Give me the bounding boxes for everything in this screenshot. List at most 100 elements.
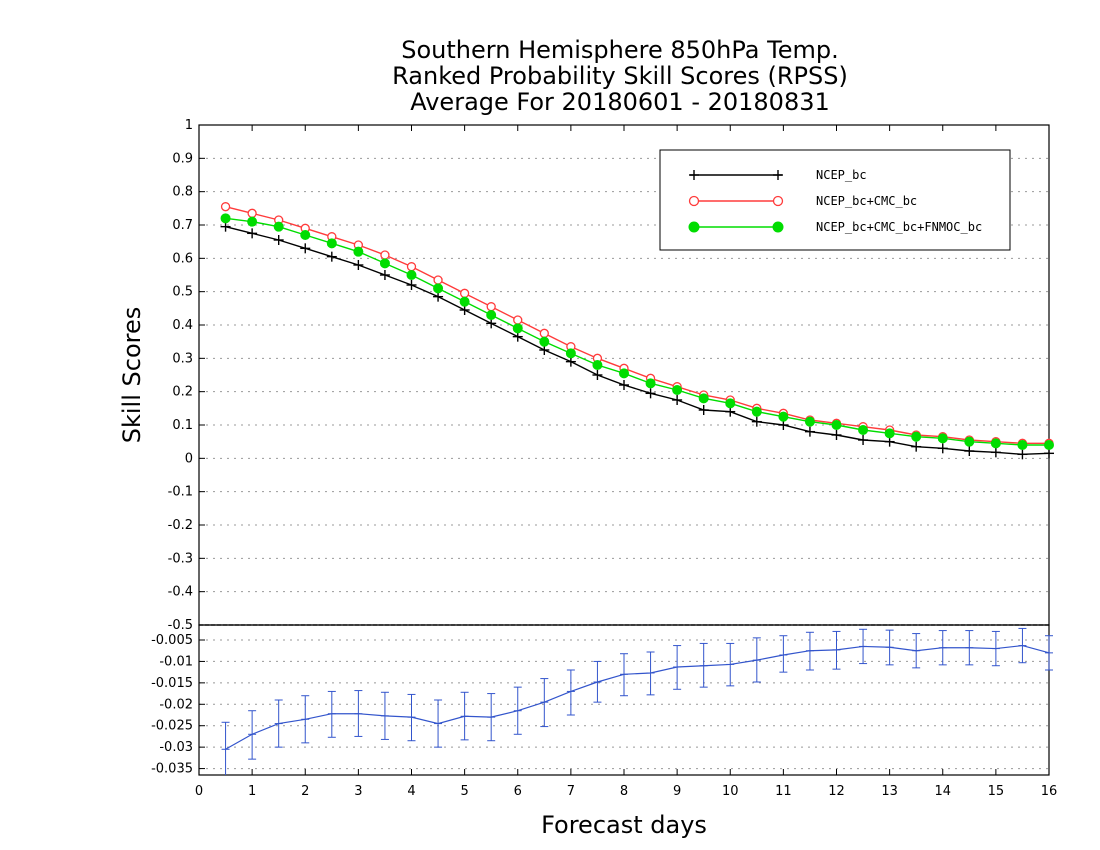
data-point-NCEP_bc [406, 280, 417, 290]
y-tick-label-bottom: -0.035 [151, 762, 193, 777]
error-bar [991, 630, 1000, 667]
x-tick-label: 13 [881, 784, 898, 799]
legend-marker [688, 221, 700, 233]
error-bar [938, 630, 947, 666]
data-point-NCEP_bc+CMC_bc+FNMOC_bc [672, 385, 683, 395]
data-point-NCEP_bc+CMC_bc+FNMOC_bc [990, 438, 1001, 449]
x-tick-label: 15 [988, 784, 1005, 799]
data-point-NCEP_bc [353, 260, 364, 270]
data-point-NCEP_bc+CMC_bc+FNMOC_bc [884, 428, 895, 439]
data-point-NCEP_bc+CMC_bc+FNMOC_bc [592, 360, 603, 370]
data-point-NCEP_bc+CMC_bc+FNMOC_bc [698, 393, 709, 404]
data-point-NCEP_bc+CMC_bc+FNMOC_bc [247, 216, 258, 227]
data-point-NCEP_bc+CMC_bc+FNMOC_bc [858, 425, 869, 435]
data-point-NCEP_bc+CMC_bc+FNMOC_bc [406, 270, 417, 280]
y-tick-label-bottom: -0.02 [159, 697, 193, 712]
data-point-NCEP_bc [247, 228, 258, 239]
y-tick-label: 0.5 [172, 285, 193, 300]
error-bar [832, 630, 841, 670]
error-bar [620, 653, 628, 697]
y-tick-label: 0.4 [172, 318, 193, 333]
x-tick-label: 10 [722, 784, 739, 799]
y-tick-label: 1 [185, 118, 193, 133]
x-tick-label: 0 [195, 784, 203, 799]
legend-box [659, 149, 1011, 251]
x-tick-label: 14 [934, 784, 951, 799]
error-bar [513, 686, 522, 735]
series-line-NCEP_bc [225, 225, 1050, 456]
data-point-NCEP_bc [379, 270, 390, 280]
chart-title-line-2: Ranked Probability Skill Scores (RPSS) [392, 62, 848, 90]
data-point-NCEP_bc+CMC_bc [433, 275, 443, 285]
y-tick-label-bottom: -0.01 [159, 654, 193, 669]
y-tick-label: -0.4 [168, 585, 193, 600]
data-point-NCEP_bc+CMC_bc+FNMOC_bc [911, 431, 922, 442]
error-bar [566, 669, 575, 716]
data-point-NCEP_bc [858, 435, 869, 445]
y-tick-label: 0.1 [172, 418, 193, 433]
error-bar [434, 699, 443, 748]
y-tick-label: -0.1 [168, 485, 193, 500]
error-bar [1018, 627, 1027, 664]
x-tick-label: 7 [567, 784, 575, 799]
data-point-NCEP_bc+CMC_bc+FNMOC_bc [831, 420, 842, 430]
error-bar [646, 651, 655, 696]
bottom-panel: -0.005 -0.01 -0.015 -0.02 -0.025 -0.03 -0.035 -… [151, 618, 1057, 799]
error-bar [1045, 635, 1053, 671]
error-bar [487, 693, 496, 742]
data-point-NCEP_bc+CMC_bc [220, 202, 231, 212]
difference-line [225, 644, 1050, 750]
error-bar [726, 642, 735, 687]
error-bar [354, 690, 363, 737]
legend-label-NCEP_bc+CMC_bc: NCEP_bc+CMC_bc [816, 194, 917, 208]
x-tick-label: 8 [620, 784, 628, 799]
data-point-NCEP_bc+CMC_bc+FNMOC_bc [326, 238, 337, 249]
y-tick-label: 0 [185, 451, 193, 466]
y-tick-label-bottom: -0.03 [159, 740, 193, 755]
error-bar [779, 635, 788, 673]
data-point-NCEP_bc+CMC_bc+FNMOC_bc [565, 348, 576, 359]
x-tick-label: 16 [1041, 784, 1058, 799]
y-tick-label: -0.3 [168, 551, 193, 566]
data-point-NCEP_bc+CMC_bc [459, 288, 470, 298]
error-bar [540, 678, 549, 728]
x-tick-label: 3 [354, 784, 362, 799]
legend-marker [772, 195, 784, 207]
error-bar [673, 645, 682, 690]
data-point-NCEP_bc [937, 443, 948, 454]
x-tick-label: 1 [248, 784, 256, 799]
data-point-NCEP_bc [273, 235, 284, 245]
data-point-NCEP_bc+CMC_bc+FNMOC_bc [751, 406, 762, 417]
x-tick-label: 11 [775, 784, 792, 799]
data-point-NCEP_bc+CMC_bc+FNMOC_bc [937, 433, 948, 444]
y-tick-label: 0.3 [172, 351, 193, 366]
legend-label-NCEP_bc+CMC_bc+FNMOC_bc: NCEP_bc+CMC_bc+FNMOC_bc [816, 220, 982, 234]
data-point-NCEP_bc+CMC_bc+FNMOC_bc [459, 296, 470, 307]
y-tick-label: 0.9 [172, 151, 193, 166]
chart-title: Southern Hemisphere 850hPa Temp. Ranked … [392, 36, 848, 116]
chart-title-line-3: Average For 20180601 - 20180831 [410, 88, 830, 116]
y-tick-label: 0.6 [172, 251, 193, 266]
data-point-NCEP_bc [326, 251, 337, 262]
error-bar [327, 690, 336, 738]
data-point-NCEP_bc [964, 446, 975, 456]
data-point-NCEP_bc [592, 370, 603, 380]
error-bar [407, 693, 416, 742]
y-axis-label: Skill Scores [118, 307, 146, 444]
data-point-NCEP_bc+CMC_bc [406, 262, 417, 272]
error-bar [912, 633, 921, 669]
data-point-NCEP_bc+CMC_bc+FNMOC_bc [1017, 440, 1028, 450]
x-tick-label: 9 [673, 784, 681, 799]
chart-title-line-1: Southern Hemisphere 850hPa Temp. [401, 36, 838, 64]
data-point-NCEP_bc+CMC_bc+FNMOC_bc [486, 310, 497, 320]
legend-marker [772, 221, 784, 233]
error-bar [274, 699, 283, 748]
x-axis-label: Forecast days [541, 811, 707, 839]
error-bar [221, 721, 230, 775]
data-point-NCEP_bc+CMC_bc+FNMOC_bc [539, 336, 550, 347]
legend-label-NCEP_bc: NCEP_bc [816, 168, 867, 182]
y-tick-label-bottom: -0.005 [151, 633, 193, 648]
data-point-NCEP_bc+CMC_bc+FNMOC_bc [300, 230, 311, 240]
bottom-panel-frame [198, 624, 1050, 776]
